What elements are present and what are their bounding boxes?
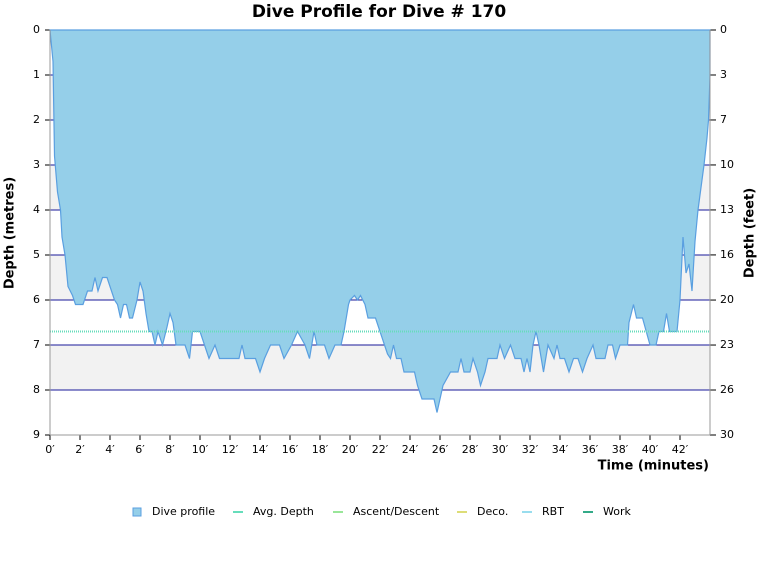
x-axis-title: Time (minutes) (598, 459, 709, 474)
y2-axis-title: Depth (feet) (743, 188, 758, 278)
x-tick-label: 0′ (45, 443, 55, 456)
x-tick-label: 12′ (222, 443, 239, 456)
y-tick-label: 0 (33, 23, 40, 36)
x-tick-label: 10′ (192, 443, 209, 456)
legend-label: Dive profile (152, 505, 215, 518)
x-tick-label: 4′ (105, 443, 115, 456)
y-tick-label: 9 (33, 428, 40, 441)
x-tick-label: 32′ (522, 443, 539, 456)
x-tick-label: 6′ (135, 443, 145, 456)
legend-label: RBT (542, 505, 564, 518)
y-tick-label: 1 (33, 68, 40, 81)
x-tick-label: 2′ (75, 443, 85, 456)
y-tick-label: 6 (33, 293, 40, 306)
x-tick-label: 36′ (582, 443, 599, 456)
legend-label: Work (603, 505, 631, 518)
y-tick-label: 2 (33, 113, 40, 126)
x-tick-label: 8′ (165, 443, 175, 456)
legend-swatch (132, 507, 142, 517)
legend-label: Ascent/Descent (353, 505, 440, 518)
x-tick-label: 16′ (282, 443, 299, 456)
grid-band (50, 345, 710, 390)
x-tick-label: 18′ (312, 443, 329, 456)
x-tick-label: 28′ (462, 443, 479, 456)
x-tick-label: 24′ (402, 443, 419, 456)
y2-tick-label: 0 (720, 23, 727, 36)
y-axis-title: Depth (metres) (3, 177, 18, 289)
y2-tick-label: 10 (720, 158, 734, 171)
y-tick-label: 3 (33, 158, 40, 171)
x-tick-label: 22′ (372, 443, 389, 456)
x-tick-label: 26′ (432, 443, 449, 456)
legend-label: Avg. Depth (253, 505, 314, 518)
x-tick-label: 34′ (552, 443, 569, 456)
y2-tick-label: 30 (720, 428, 734, 441)
x-tick-label: 40′ (642, 443, 659, 456)
y2-tick-label: 23 (720, 338, 734, 351)
chart-title: Dive Profile for Dive # 170 (252, 2, 507, 22)
y2-tick-label: 13 (720, 203, 734, 216)
y2-tick-label: 26 (720, 383, 734, 396)
x-tick-label: 38′ (612, 443, 629, 456)
x-tick-label: 42′ (672, 443, 689, 456)
y-tick-label: 4 (33, 203, 40, 216)
y2-tick-label: 20 (720, 293, 734, 306)
y-tick-label: 7 (33, 338, 40, 351)
y2-tick-label: 3 (720, 68, 727, 81)
y-tick-label: 5 (33, 248, 40, 261)
y-tick-label: 8 (33, 383, 40, 396)
legend-label: Deco. (477, 505, 508, 518)
y2-tick-label: 16 (720, 248, 734, 261)
x-tick-label: 14′ (252, 443, 269, 456)
x-tick-label: 30′ (492, 443, 509, 456)
dive-profile-area (49, 29, 711, 413)
x-tick-label: 20′ (342, 443, 359, 456)
y2-tick-label: 7 (720, 113, 727, 126)
